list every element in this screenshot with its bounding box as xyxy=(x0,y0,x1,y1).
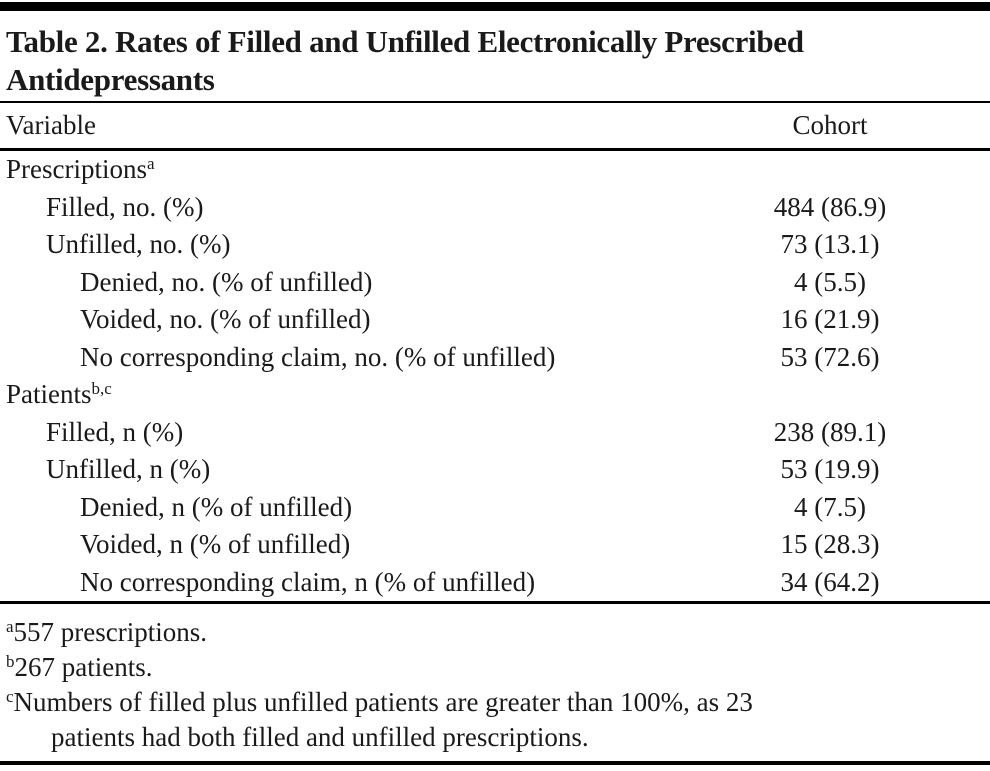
footnote-line: a557 prescriptions. xyxy=(6,617,208,647)
header-divider-rule xyxy=(0,148,990,151)
table-row: Prescriptionsa xyxy=(0,151,990,189)
footnote-marker: b xyxy=(6,652,15,671)
column-header-cohort: Cohort xyxy=(792,110,868,140)
row-value: 15 (28.3) xyxy=(780,529,880,560)
table-title-line2: Antidepressants xyxy=(6,62,215,97)
table-row: Unfilled, no. (%) 73 (13.1) xyxy=(0,226,990,264)
table-row: Denied, no. (% of unfilled) 4 (5.5) xyxy=(0,264,990,302)
footnote-marker: c xyxy=(6,687,14,706)
table-row: Denied, n (% of unfilled) 4 (7.5) xyxy=(0,489,990,527)
table-title-line1: Table 2. Rates of Filled and Unfilled El… xyxy=(6,24,804,59)
table-title: Table 2. Rates of Filled and Unfilled El… xyxy=(0,11,990,101)
row-label: Unfilled, no. (%) xyxy=(46,229,231,260)
row-label: Filled, n (%) xyxy=(46,416,184,447)
row-value: 73 (13.1) xyxy=(780,229,880,260)
top-rule xyxy=(0,2,990,11)
row-value: 34 (64.2) xyxy=(780,566,880,597)
row-label: No corresponding claim, n (% of unfilled… xyxy=(80,566,536,597)
bottom-rule xyxy=(0,761,990,765)
row-value: 4 (5.5) xyxy=(794,266,866,297)
row-label: Denied, n (% of unfilled) xyxy=(80,491,353,522)
footnote-marker: a xyxy=(6,617,14,636)
row-label: Patientsb,c xyxy=(6,379,112,410)
row-label: No corresponding claim, no. (% of unfill… xyxy=(80,341,556,372)
table-row: Filled, n (%) 238 (89.1) xyxy=(0,414,990,452)
row-value: 238 (89.1) xyxy=(773,416,887,447)
column-header-row: Variable Cohort xyxy=(0,103,990,148)
footnote-marker: a xyxy=(147,154,155,174)
table-row: Voided, n (% of unfilled) 15 (28.3) xyxy=(0,526,990,564)
table-row: Filled, no. (%) 484 (86.9) xyxy=(0,189,990,227)
column-header-variable: Variable xyxy=(6,110,96,140)
row-value: 16 (21.9) xyxy=(780,304,880,335)
row-value: 53 (19.9) xyxy=(780,454,880,485)
row-label: Filled, no. (%) xyxy=(46,191,204,222)
table-row: Patientsb,c xyxy=(0,376,990,414)
row-label: Prescriptionsa xyxy=(6,154,155,185)
row-value: 484 (86.9) xyxy=(773,191,887,222)
title-divider-rule xyxy=(0,101,990,103)
row-label: Denied, no. (% of unfilled) xyxy=(80,266,373,297)
row-label: Voided, n (% of unfilled) xyxy=(80,529,351,560)
row-label: Voided, no. (% of unfilled) xyxy=(80,304,371,335)
footnote-marker: b,c xyxy=(91,379,112,399)
table-row: No corresponding claim, n (% of unfilled… xyxy=(0,564,990,602)
table-row: No corresponding claim, no. (% of unfill… xyxy=(0,339,990,377)
row-label: Unfilled, n (%) xyxy=(46,454,211,485)
table-body: Prescriptionsa Filled, no. (%) 484 (86.9) U… xyxy=(0,151,990,601)
footnote-line: cNumbers of filled plus unfilled patient… xyxy=(6,687,753,717)
footnote-line: patients had both filled and unfilled pr… xyxy=(51,722,589,752)
footnotes: a557 prescriptions. b267 patients. cNumber… xyxy=(0,604,990,761)
table-row: Voided, no. (% of unfilled) 16 (21.9) xyxy=(0,301,990,339)
row-value: 4 (7.5) xyxy=(794,491,866,522)
footnote-divider-rule xyxy=(0,601,990,604)
footnote-line: b267 patients. xyxy=(6,652,153,682)
table-row: Unfilled, n (%) 53 (19.9) xyxy=(0,451,990,489)
row-value: 53 (72.6) xyxy=(780,341,880,372)
